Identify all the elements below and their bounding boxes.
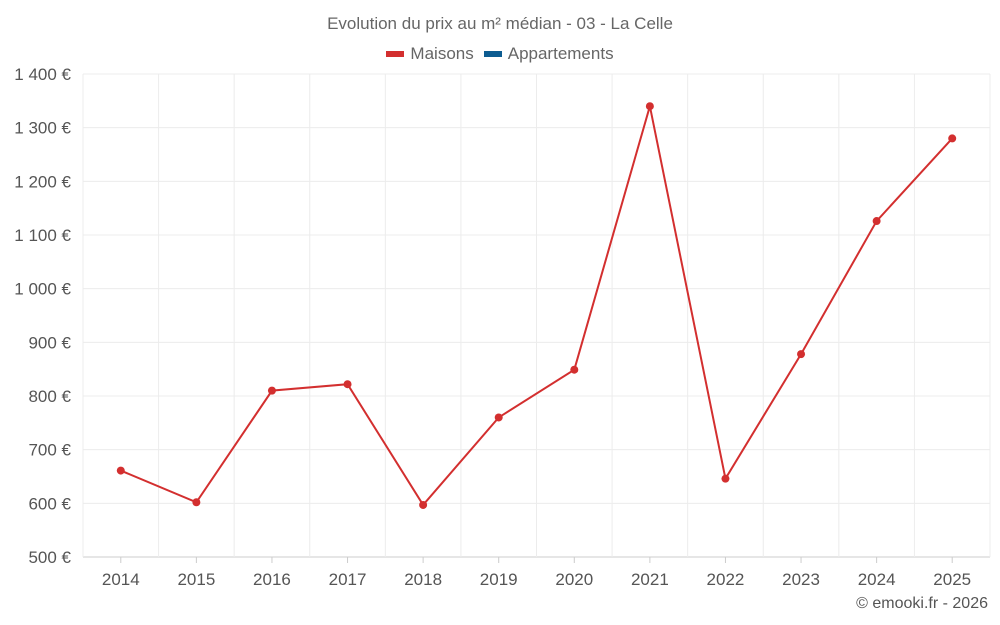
data-point (116, 466, 125, 475)
x-tick-label: 2024 (858, 570, 896, 589)
x-tick-label: 2015 (177, 570, 215, 589)
x-tick-label: 2017 (329, 570, 367, 589)
legend-swatch-maisons (386, 51, 405, 57)
copyright-credit: © emooki.fr - 2026 (856, 595, 988, 612)
y-tick-label: 900 € (28, 333, 71, 352)
legend-label-appartements: Appartements (507, 44, 614, 63)
y-tick-label: 1 400 € (14, 65, 71, 84)
data-point (343, 380, 352, 389)
x-tick-label: 2016 (253, 570, 291, 589)
data-point (192, 498, 201, 507)
y-tick-label: 500 € (28, 548, 71, 567)
data-point (267, 386, 276, 395)
data-point (721, 474, 730, 483)
y-tick-label: 1 000 € (14, 280, 71, 299)
x-tick-label: 2023 (782, 570, 820, 589)
y-tick-label: 800 € (28, 387, 71, 406)
legend-swatch-appartements (483, 51, 502, 57)
data-point (645, 102, 654, 111)
data-point (419, 500, 428, 509)
x-tick-label: 2020 (555, 570, 593, 589)
series-line-maisons (120, 105, 953, 507)
data-point (494, 413, 503, 422)
x-tick-label: 2025 (933, 570, 971, 589)
x-tick-label: 2018 (404, 570, 442, 589)
data-point (872, 217, 881, 226)
y-tick-label: 1 300 € (14, 119, 71, 138)
chart-legend: Maisons Appartements (0, 44, 1000, 64)
y-tick-label: 700 € (28, 441, 71, 460)
chart-title: Evolution du prix au m² médian - 03 - La… (327, 14, 673, 33)
data-point (948, 134, 957, 143)
y-tick-label: 1 200 € (14, 172, 71, 191)
data-point (570, 365, 579, 374)
data-point (797, 350, 806, 359)
legend-item-appartements[interactable]: Appartements (483, 44, 614, 64)
y-tick-label: 1 100 € (14, 226, 71, 245)
x-tick-label: 2019 (480, 570, 518, 589)
y-tick-label: 600 € (28, 494, 71, 513)
x-tick-label: 2021 (631, 570, 669, 589)
x-tick-label: 2014 (102, 570, 140, 589)
legend-item-maisons[interactable]: Maisons (386, 44, 474, 64)
legend-label-maisons: Maisons (410, 44, 474, 63)
x-tick-label: 2022 (707, 570, 745, 589)
